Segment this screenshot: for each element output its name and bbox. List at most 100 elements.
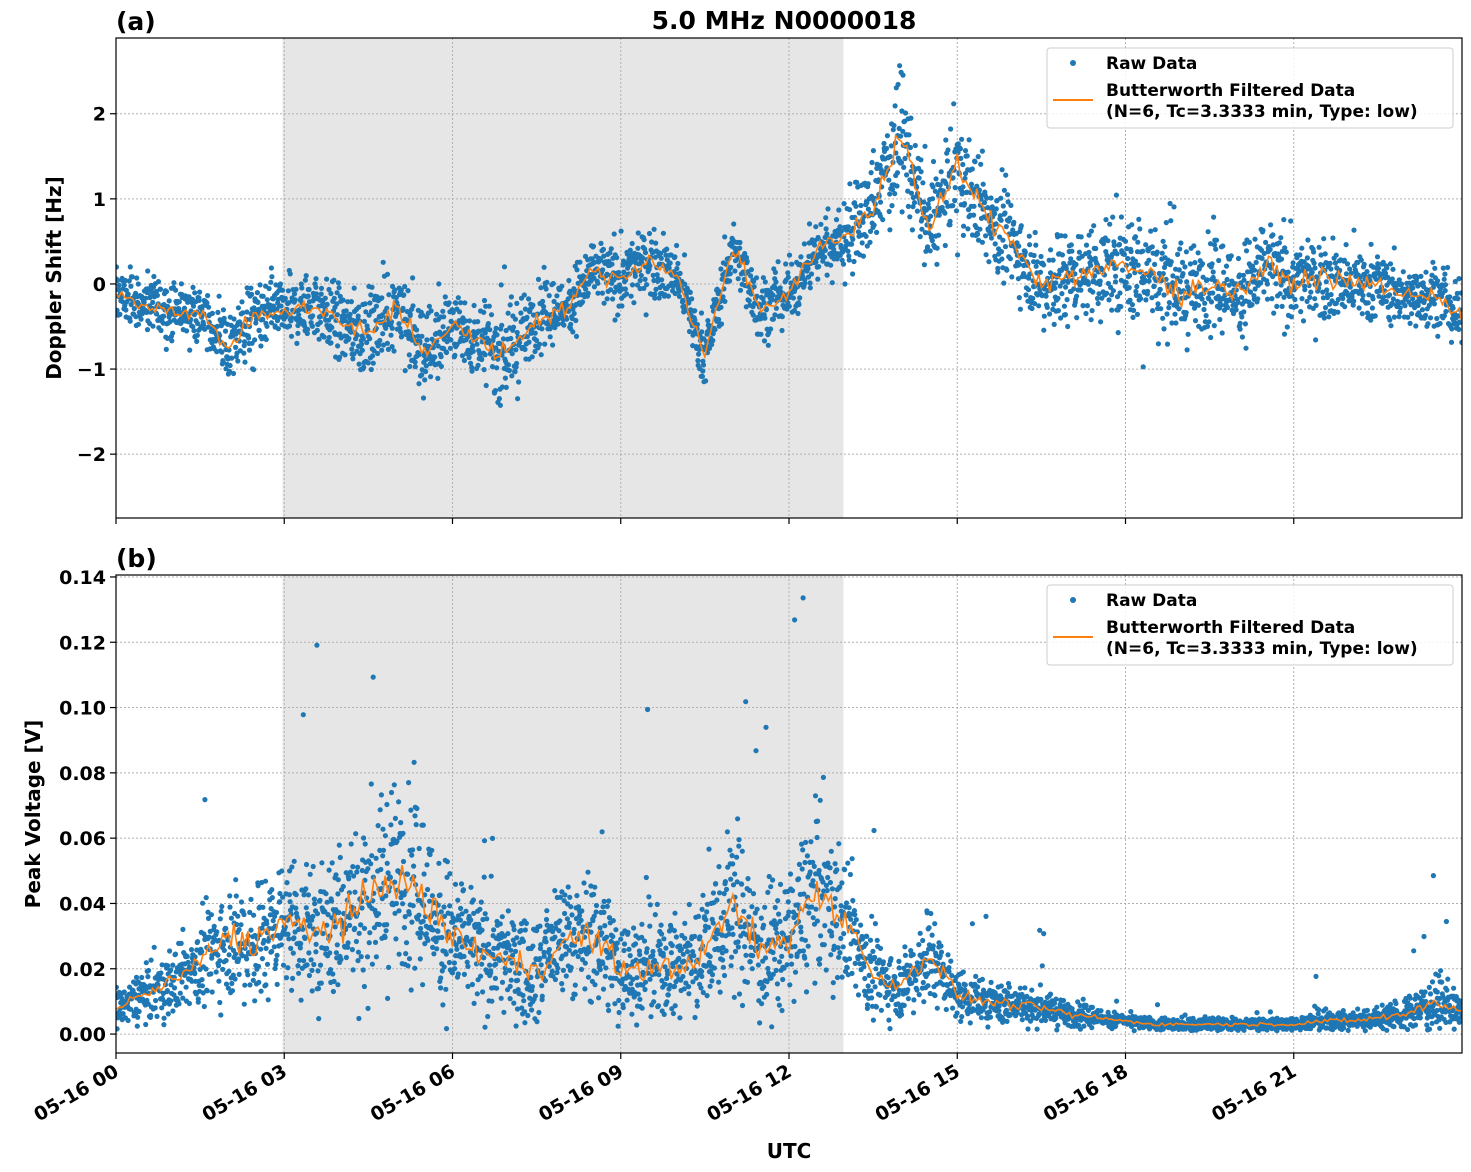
raw-data-point: [1064, 297, 1070, 303]
raw-data-point: [1313, 302, 1319, 308]
raw-data-point: [1007, 215, 1013, 221]
raw-data-point: [378, 866, 384, 873]
raw-data-point: [1407, 320, 1413, 326]
raw-data-point: [226, 952, 232, 958]
panel-label: (a): [116, 7, 156, 36]
raw-data-point: [629, 1011, 635, 1017]
raw-data-point: [593, 909, 599, 915]
raw-data-point: [716, 316, 722, 323]
raw-data-point: [541, 949, 547, 956]
raw-data-point: [135, 1014, 141, 1020]
raw-data-point: [965, 226, 971, 232]
raw-data-point: [135, 321, 142, 327]
raw-data-point: [1261, 289, 1267, 295]
raw-data-point: [1171, 204, 1177, 210]
raw-data-point: [412, 965, 418, 971]
raw-data-point: [431, 951, 437, 957]
raw-data-point: [727, 271, 733, 277]
raw-data-point: [1149, 295, 1155, 301]
raw-data-point: [328, 340, 334, 346]
raw-data-point: [458, 881, 465, 887]
raw-data-point: [365, 866, 371, 872]
raw-data-point: [499, 384, 505, 390]
raw-data-point: [346, 335, 352, 342]
raw-data-point: [959, 191, 965, 197]
raw-data-point: [493, 325, 499, 331]
raw-data-point: [376, 921, 382, 928]
raw-data-point: [294, 340, 300, 346]
raw-data-point: [542, 341, 548, 347]
raw-data-point: [214, 929, 220, 935]
raw-data-point: [291, 858, 297, 864]
raw-data-point: [850, 271, 856, 277]
raw-data-point: [1288, 314, 1294, 320]
raw-data-point: [450, 309, 456, 315]
raw-data-point: [335, 891, 341, 897]
raw-data-point: [895, 81, 901, 88]
raw-data-point: [164, 335, 171, 341]
raw-data-point: [400, 830, 406, 837]
raw-data-point: [435, 928, 441, 934]
raw-data-point: [695, 358, 701, 364]
raw-data-point: [554, 293, 560, 299]
raw-data-point: [1025, 287, 1032, 293]
raw-data-point: [1030, 295, 1036, 301]
raw-data-point: [1383, 270, 1389, 276]
raw-data-point: [1305, 237, 1311, 243]
raw-data-point: [1350, 302, 1356, 308]
raw-data-point: [1410, 296, 1416, 302]
raw-data-point: [507, 967, 513, 974]
raw-data-point: [1137, 226, 1143, 232]
raw-data-point: [329, 860, 335, 866]
raw-data-point: [419, 372, 425, 378]
raw-data-point: [535, 276, 542, 282]
raw-data-point: [985, 205, 991, 211]
raw-data-point: [335, 343, 341, 349]
raw-data-point: [590, 918, 596, 924]
raw-data-point: [330, 971, 336, 977]
raw-data-point: [474, 991, 480, 997]
raw-data-point: [406, 352, 412, 358]
raw-data-point: [997, 213, 1003, 219]
raw-data-point: [354, 869, 360, 875]
raw-data-point: [988, 235, 995, 241]
raw-data-point: [1033, 263, 1039, 269]
raw-data-point: [474, 341, 480, 347]
raw-data-point: [1443, 308, 1449, 315]
raw-data-point: [380, 342, 387, 348]
raw-data-point: [127, 318, 133, 324]
raw-data-point: [202, 797, 208, 803]
raw-data-point: [1203, 313, 1209, 319]
raw-data-point: [566, 947, 572, 953]
raw-data-point: [518, 310, 524, 316]
raw-data-point: [1277, 291, 1283, 297]
raw-data-point: [158, 286, 164, 292]
raw-data-point: [639, 1005, 645, 1011]
raw-data-point: [522, 927, 528, 933]
raw-data-point: [554, 969, 560, 976]
raw-data-point: [1201, 306, 1207, 313]
raw-data-point: [292, 929, 298, 935]
raw-data-point: [479, 961, 485, 967]
raw-data-point: [284, 880, 290, 886]
raw-data-point: [1311, 249, 1317, 255]
raw-data-point: [273, 313, 279, 319]
raw-data-point: [1343, 242, 1349, 248]
raw-data-point: [1088, 317, 1094, 323]
raw-data-point: [641, 237, 647, 243]
raw-data-point: [411, 863, 417, 869]
raw-data-point: [1008, 202, 1014, 208]
raw-data-point: [1387, 317, 1393, 323]
raw-data-point: [296, 312, 302, 318]
raw-data-point: [328, 290, 334, 297]
raw-data-point: [280, 287, 286, 293]
raw-data-point: [564, 302, 570, 308]
raw-data-point: [180, 995, 186, 1001]
raw-data-point: [548, 923, 555, 929]
raw-data-point: [995, 269, 1001, 275]
raw-data-point: [507, 996, 513, 1002]
raw-data-point: [1360, 292, 1366, 299]
raw-data-point: [865, 181, 871, 187]
raw-data-point: [487, 327, 493, 333]
raw-data-point: [650, 948, 656, 955]
